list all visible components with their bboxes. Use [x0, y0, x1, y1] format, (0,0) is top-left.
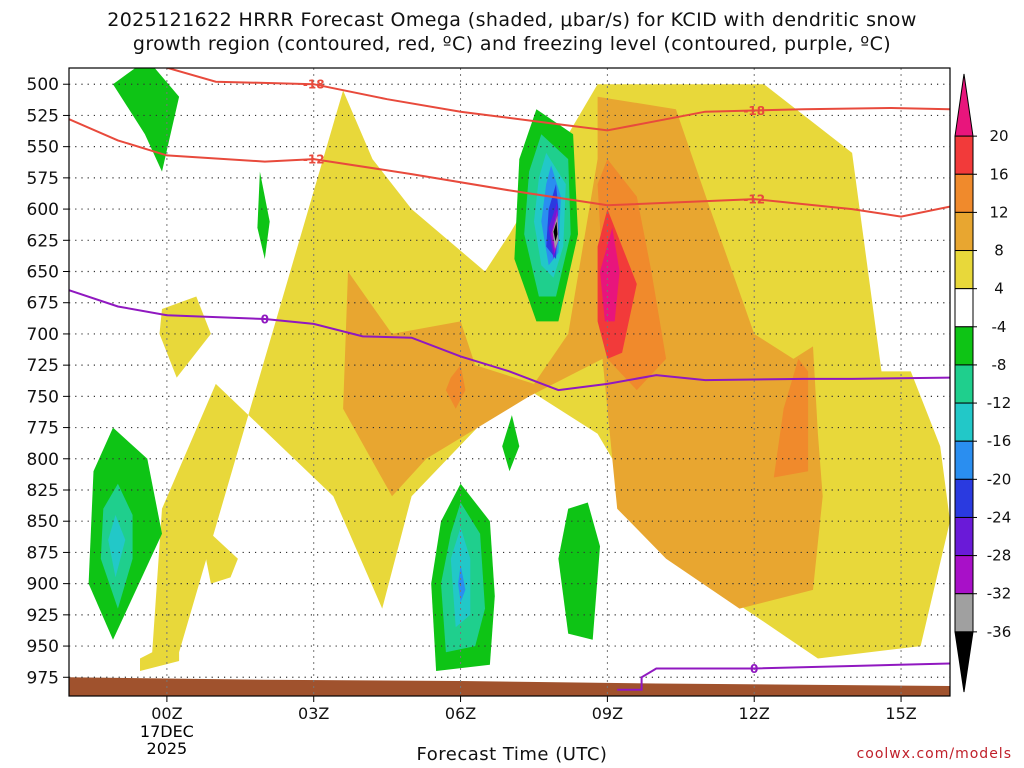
contour-label-group-freezing-level: 0 — [261, 312, 269, 326]
colorbar-label-2: 12 — [989, 203, 1008, 221]
contour-label-group-isotherm-minus-18-east: -18 — [743, 104, 765, 118]
x-tick-label-06Z: 06Z — [445, 704, 476, 723]
colorbar-swatch-6 — [954, 326, 974, 366]
contour-label-freezing-level-lower: 0 — [750, 662, 758, 676]
colorbar-swatch-8 — [954, 402, 974, 442]
x-tick-label-12Z: 12Z — [739, 704, 770, 723]
contour-label-group-isotherm-minus-12-east: -12 — [743, 193, 765, 207]
colorbar-swatch-14 — [954, 631, 974, 693]
y-tick-label-525: 525 — [27, 106, 59, 126]
colorbar-label-5: -4 — [992, 318, 1007, 336]
chart-title-line1: 2025121622 HRRR Forecast Omega (shaded, … — [107, 9, 917, 31]
y-tick-label-575: 575 — [27, 169, 59, 189]
colorbar-label-1: 16 — [989, 165, 1008, 183]
y-tick-label-700: 700 — [27, 325, 59, 345]
plot-area: -18 -12 -12 -18 0 0 — [69, 68, 950, 696]
y-tick-label-600: 600 — [27, 200, 59, 220]
contour-label-group-isotherm-minus-12: -12 — [303, 153, 325, 167]
x-tick-label-03Z: 03Z — [298, 704, 329, 723]
omega-region-23 — [458, 564, 466, 603]
contour-label-freezing-level: 0 — [261, 312, 269, 326]
plot-frame — [68, 67, 951, 697]
colorbar-swatch-1 — [954, 135, 974, 175]
colorbar-label-7: -12 — [987, 394, 1012, 412]
colorbar-label-11: -28 — [987, 547, 1012, 565]
contour-label-group-freezing-level-lower: 0 — [750, 662, 758, 676]
colorbar-swatch-3 — [954, 211, 974, 252]
y-tick-label-800: 800 — [27, 450, 59, 470]
colorbar-label-12: -32 — [987, 585, 1012, 603]
y-tick-label-725: 725 — [27, 356, 59, 376]
colorbar-label-3: 8 — [994, 242, 1004, 260]
omega-region-10 — [257, 171, 270, 259]
y-tick-label-775: 775 — [27, 419, 59, 439]
contour-isotherm-minus-18 — [164, 68, 950, 132]
colorbar-swatch-11 — [954, 516, 974, 557]
colorbar-label-0: 20 — [989, 127, 1008, 145]
omega-region-8 — [600, 227, 620, 322]
terrain-ground — [69, 677, 950, 696]
y-tick-label-825: 825 — [27, 481, 59, 501]
colorbar-label-10: -24 — [987, 509, 1012, 527]
x-tick-label-09Z: 09Z — [592, 704, 623, 723]
chart-title-line2: growth region (contoured, red, ºC) and f… — [132, 33, 892, 55]
x-tick-label-15Z: 15Z — [885, 704, 916, 723]
y-tick-label-900: 900 — [27, 575, 59, 595]
x-tick-label-00Z: 00Z — [151, 704, 182, 723]
omega-region-6 — [445, 365, 466, 409]
colorbar-swatch-2 — [954, 173, 974, 213]
date-label-line1: 17DEC — [140, 722, 194, 741]
y-tick-label-650: 650 — [27, 263, 59, 283]
contour-label-isotherm-minus-12: -12 — [303, 153, 325, 167]
y-tick-label-675: 675 — [27, 294, 59, 314]
y-tick-label-625: 625 — [27, 231, 59, 251]
colorbar-swatch-13 — [954, 593, 974, 633]
y-tick-label-550: 550 — [27, 138, 59, 158]
contour-label-isotherm-minus-18-east: -18 — [743, 104, 765, 118]
colorbar-swatch-7 — [954, 364, 974, 404]
x-axis-label: Forecast Time (UTC) — [416, 744, 608, 765]
y-tick-label-500: 500 — [27, 75, 59, 95]
omega-region-2 — [206, 533, 238, 584]
omega-region-19 — [108, 515, 126, 578]
contour-label-group-isotherm-minus-18: -18 — [303, 78, 325, 92]
omega-region-5 — [773, 358, 809, 478]
y-tick-label-850: 850 — [27, 512, 59, 532]
y-tick-label-750: 750 — [27, 387, 59, 407]
y-tick-label-925: 925 — [27, 606, 59, 626]
omega-region-14 — [502, 415, 520, 472]
omega-region-9 — [113, 68, 180, 172]
omega-region-15 — [558, 502, 600, 640]
omega-region-28 — [553, 221, 558, 242]
colorbar-label-4: 4 — [994, 280, 1004, 298]
colorbar-swatch-0 — [954, 73, 974, 137]
colorbar-label-8: -16 — [987, 432, 1012, 450]
colorbar-swatch-5 — [954, 288, 974, 328]
contour-freezing-level — [69, 289, 950, 392]
y-tick-label-975: 975 — [27, 668, 59, 688]
contour-label-isotherm-minus-12-east: -12 — [743, 193, 765, 207]
y-tick-label-875: 875 — [27, 543, 59, 563]
colorbar-swatch-10 — [954, 478, 974, 518]
colorbar-label-13: -36 — [987, 623, 1012, 641]
date-label-line2: 2025 — [147, 739, 188, 758]
contour-label-isotherm-minus-18: -18 — [303, 78, 325, 92]
colorbar-swatch-12 — [954, 555, 974, 595]
colorbar-label-6: -8 — [992, 356, 1007, 374]
contour-freezing-level-lower — [617, 662, 950, 691]
omega-region-3 — [343, 96, 823, 609]
colorbar-swatch-4 — [954, 250, 974, 290]
colorbar-label-9: -20 — [987, 470, 1012, 488]
y-tick-label-950: 950 — [27, 637, 59, 657]
credit-text: coolwx.com/models — [856, 746, 1012, 762]
contour-isotherm-minus-12 — [69, 118, 950, 218]
colorbar-swatch-9 — [954, 440, 974, 480]
